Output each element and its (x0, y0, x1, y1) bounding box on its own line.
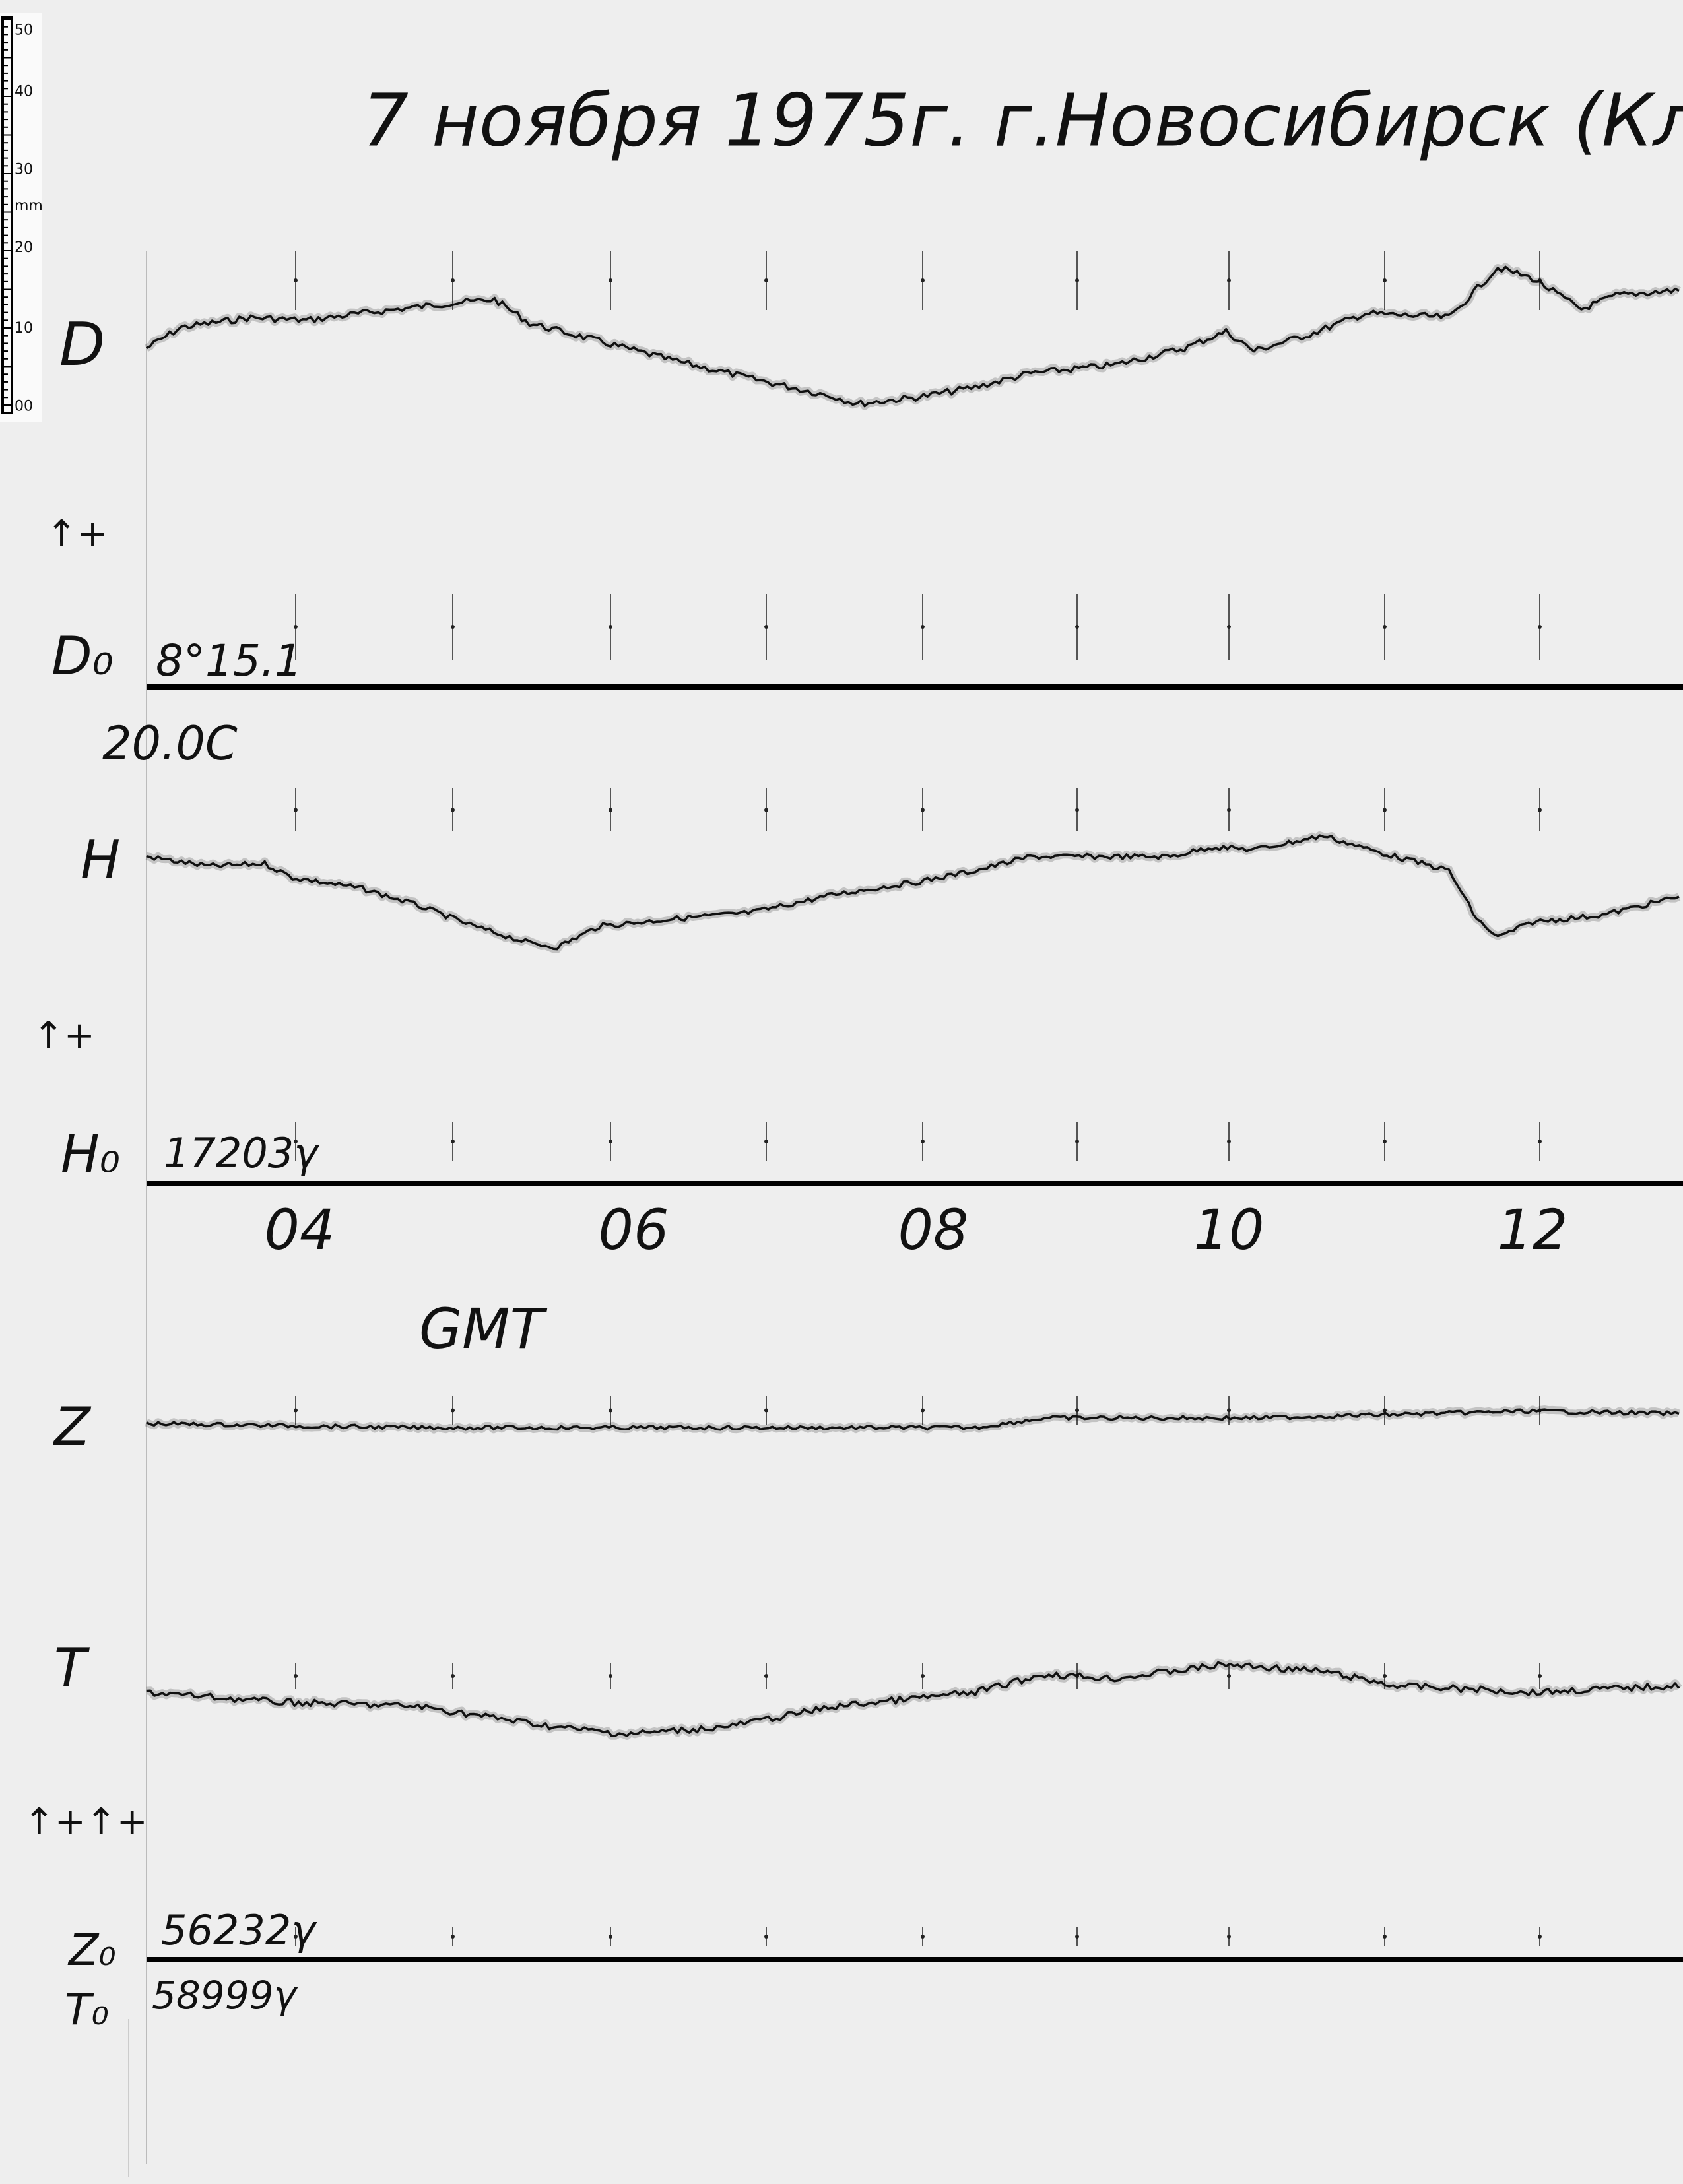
baseline-label: H₀ (61, 1125, 120, 1184)
hour-tick-dot (1075, 808, 1079, 812)
hour-tick-dot (1383, 1408, 1387, 1413)
polarity: ↑+↑+ (24, 1801, 148, 1844)
hour-tick-dot (294, 808, 298, 812)
baseline-value: 17203γ (164, 1129, 320, 1177)
hour-tick-dot (1075, 625, 1079, 629)
hour-tick-dot (451, 1140, 455, 1143)
trace-label: T (54, 1637, 90, 1698)
ruler-frame (1, 16, 13, 414)
hour-tick-dot (294, 278, 298, 282)
baseline-label: Z₀ (67, 1925, 116, 1975)
hour-tick-dot (1227, 278, 1231, 282)
hour-label: 12 (1498, 1198, 1568, 1262)
hour-tick-dot (294, 1674, 298, 1678)
polarity: ↑+ (33, 1014, 95, 1057)
hour-tick-dot (921, 1408, 925, 1413)
hour-tick-dot (764, 625, 768, 629)
hour-tick-dot (764, 1408, 768, 1413)
hour-label: 10 (1194, 1198, 1265, 1262)
ruler-label: 30 (15, 162, 33, 178)
hour-tick-dot (764, 1674, 768, 1678)
hour-tick-dot (609, 1408, 612, 1413)
hour-tick-dot (294, 1140, 298, 1143)
hour-tick-dot (764, 1935, 768, 1939)
hour-tick-dot (921, 1674, 925, 1678)
hour-tick-dot (609, 625, 612, 629)
hour-tick-dot (451, 1408, 455, 1413)
hour-tick-dot (609, 278, 612, 282)
trace-label: H (81, 829, 120, 891)
hour-tick-dot (609, 1140, 612, 1143)
hour-tick-dot (294, 625, 298, 629)
hour-tick-dot (921, 1935, 925, 1939)
hour-tick-dot (1538, 625, 1542, 629)
hour-tick-dot (1538, 1935, 1542, 1939)
baseline-label: D₀ (51, 626, 114, 687)
hour-tick-dot (921, 808, 925, 812)
hour-tick-dot (1383, 1674, 1387, 1678)
trace (145, 1408, 1680, 1431)
ruler-label: 20 (15, 240, 33, 256)
hour-tick-dot (609, 808, 612, 812)
hour-tick-dot (609, 1674, 612, 1678)
hour-tick-dot (921, 1140, 925, 1143)
temperature: 20.0C (102, 717, 238, 771)
trace-label: Z (53, 1396, 92, 1458)
hour-label: 06 (599, 1198, 669, 1262)
hour-tick-dot (451, 1674, 455, 1678)
hour-tick-dot (1383, 1140, 1387, 1143)
baseline-value: 58999γ (152, 1973, 298, 2018)
hour-tick-dot (1538, 1140, 1542, 1143)
hour-tick-dot (921, 278, 925, 282)
hour-tick-dot (1538, 1674, 1542, 1678)
hour-tick-dot (1227, 1674, 1231, 1678)
baseline-label: T₀ (65, 1984, 109, 2035)
trace (145, 265, 1680, 408)
baseline-value: 56232γ (161, 1906, 317, 1954)
hour-tick-dot (1383, 278, 1387, 282)
hour-tick-dot (1227, 1140, 1231, 1143)
hour-tick-dot (1227, 625, 1231, 629)
ruler-label: mm (15, 197, 43, 214)
polarity: ↑+ (46, 513, 108, 556)
hour-tick-dot (764, 808, 768, 812)
hour-tick-dot (451, 1935, 455, 1939)
hour-tick-dot (1383, 1935, 1387, 1939)
hour-tick-dot (451, 278, 455, 282)
title: 7 ноября 1975г. г.Новосибирск (Ключ (362, 78, 1683, 162)
hour-tick-dot (1227, 808, 1231, 812)
hour-tick-dot (764, 1140, 768, 1143)
hour-tick-dot (294, 1408, 298, 1413)
hour-label: 08 (898, 1198, 969, 1262)
ruler-label: 00 (15, 398, 33, 414)
ruler-strip (0, 13, 42, 422)
hour-label: 04 (265, 1198, 335, 1262)
hour-tick-dot (1383, 808, 1387, 812)
hour-tick-dot (1227, 1408, 1231, 1413)
trace-label: D (59, 310, 105, 379)
ruler-label: 50 (15, 22, 33, 38)
hour-tick-dot (294, 1935, 298, 1939)
time-axis-title: GMT (419, 1297, 548, 1361)
hour-tick-dot (451, 625, 455, 629)
ruler-label: 40 (15, 83, 33, 100)
hour-tick-dot (1075, 278, 1079, 282)
trace (146, 1661, 1680, 1737)
ruler-label: 10 (15, 320, 33, 337)
hour-tick-dot (1075, 1408, 1079, 1413)
hour-tick-dot (921, 625, 925, 629)
hour-tick-dot (609, 1935, 612, 1939)
hour-tick-dot (1075, 1140, 1079, 1143)
trace (146, 834, 1680, 951)
ruler: 50 40 30 mm 20 10 00 (0, 13, 43, 422)
hour-tick-dot (764, 278, 768, 282)
hour-tick-dot (1075, 1935, 1079, 1939)
hour-tick-dot (451, 808, 455, 812)
hour-tick-dot (1383, 625, 1387, 629)
hour-tick-dot (1538, 808, 1542, 812)
baseline-value: 8°15.1 (156, 635, 302, 686)
hour-tick-dot (1227, 1935, 1231, 1939)
